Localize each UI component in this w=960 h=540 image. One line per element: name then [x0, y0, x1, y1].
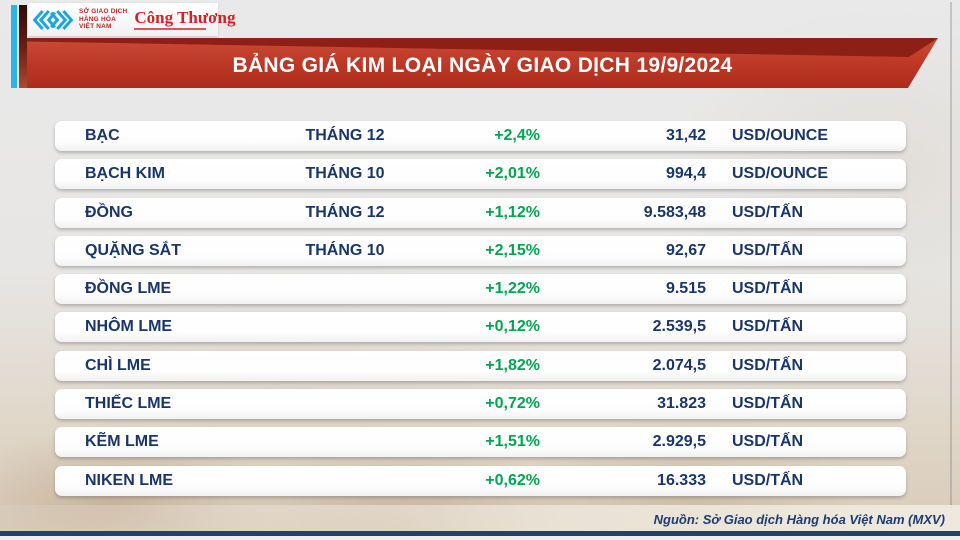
change-percent: +0,72%	[485, 395, 540, 413]
contract-month: THÁNG 10	[305, 165, 385, 183]
price-unit: USD/TẤN	[732, 356, 804, 374]
price-value: 16.333	[657, 471, 706, 489]
change-percent: +0,12%	[485, 318, 540, 336]
page-title: BẢNG GIÁ KIM LOẠI NGÀY GIAO DỊCH 19/9/20…	[232, 54, 733, 77]
change-percent: +1,82%	[485, 356, 540, 374]
metal-name: ĐỒNG	[85, 203, 133, 221]
price-value: 9.515	[665, 280, 706, 298]
table-row: KẼM LME +1,51% 2.929,5 USD/TẤN	[55, 427, 906, 458]
cyan-ribbon-stripe	[11, 5, 17, 88]
title-banner: BẢNG GIÁ KIM LOẠI NGÀY GIAO DỊCH 19/9/20…	[27, 38, 938, 88]
metal-name: THIẾC LME	[85, 395, 172, 413]
metal-name: BẠCH KIM	[85, 165, 165, 183]
price-value: 2.074,5	[652, 356, 706, 374]
logo-plate: SỞ GIAO DỊCH HÀNG HÓA VIỆT NAM Công Thươ…	[28, 3, 235, 36]
right-edge-line	[950, 2, 952, 534]
change-percent: +1,12%	[485, 203, 540, 221]
mxv-logo-line1: SỞ GIAO DỊCH	[79, 7, 128, 15]
source-attribution: Nguồn: Sở Giao dịch Hàng hóa Việt Nam (M…	[653, 512, 945, 527]
metal-name: QUẶNG SẮT	[85, 241, 181, 259]
price-unit: USD/TẤN	[732, 280, 804, 298]
change-percent: +0,62%	[485, 471, 540, 489]
price-value: 2.539,5	[652, 318, 706, 336]
price-unit: USD/TẤN	[732, 471, 804, 489]
maroon-ribbon-stripe	[19, 5, 27, 88]
metal-name: CHÌ LME	[85, 356, 151, 374]
contract-month: THÁNG 12	[305, 127, 385, 144]
change-percent: +2,01%	[485, 165, 540, 183]
mxv-logo-text: SỞ GIAO DỊCH HÀNG HÓA VIỆT NAM	[79, 8, 127, 31]
metal-name: NHÔM LME	[85, 318, 173, 336]
congthuong-logo-text: Công Thương	[134, 8, 236, 27]
mxv-logo-line3: VIỆT NAM	[79, 23, 112, 31]
table-row: NHÔM LME +0,12% 2.539,5 USD/TẤN	[55, 312, 906, 343]
table-row: BẠC THÁNG 12 +2,4% 31,42 USD/OUNCE	[55, 121, 906, 151]
price-table: BẠC THÁNG 12 +2,4% 31,42 USD/OUNCE BẠCH …	[55, 121, 906, 504]
change-percent: +2,4%	[494, 127, 540, 144]
price-unit: USD/OUNCE	[732, 127, 829, 144]
metal-name: NIKEN LME	[85, 471, 173, 489]
contract-month: THÁNG 10	[305, 241, 385, 259]
table-row: ĐỒNG LME +1,22% 9.515 USD/TẤN	[55, 274, 906, 305]
price-unit: USD/TẤN	[732, 395, 804, 413]
price-value: 2.929,5	[652, 433, 706, 451]
metal-name: KẼM LME	[85, 433, 159, 451]
congthuong-logo: Công Thương	[134, 9, 235, 30]
bottom-margin	[0, 536, 960, 540]
price-unit: USD/TẤN	[732, 203, 804, 221]
price-value: 994,4	[665, 165, 706, 183]
price-value: 92,67	[665, 241, 706, 259]
table-row: NIKEN LME +0,62% 16.333 USD/TẤN	[55, 465, 906, 496]
bottom-navy-bar	[0, 531, 960, 536]
footer-strip	[0, 505, 960, 531]
metal-name: ĐỒNG LME	[85, 280, 172, 298]
table-row: QUẶNG SẮT THÁNG 10 +2,15% 92,67 USD/TẤN	[55, 235, 906, 266]
price-value: 31,42	[665, 127, 706, 144]
price-value: 31.823	[657, 395, 706, 413]
change-percent: +1,51%	[485, 433, 540, 451]
mxv-logo-line2: HÀNG HÓA	[79, 15, 116, 23]
mxv-logo-icon	[32, 9, 74, 30]
metal-name: BẠC	[85, 127, 120, 144]
table-row: CHÌ LME +1,82% 2.074,5 USD/TẤN	[55, 350, 906, 381]
table-row: ĐỒNG THÁNG 12 +1,12% 9.583,48 USD/TẤN	[55, 197, 906, 228]
contract-month: THÁNG 12	[305, 203, 385, 221]
change-percent: +2,15%	[485, 241, 540, 259]
price-unit: USD/TẤN	[732, 433, 804, 451]
congthuong-tagline-rule	[134, 28, 207, 30]
price-unit: USD/TẤN	[732, 241, 804, 259]
table-row: THIẾC LME +0,72% 31.823 USD/TẤN	[55, 389, 906, 420]
price-unit: USD/TẤN	[732, 318, 804, 336]
price-value: 9.583,48	[643, 203, 706, 221]
change-percent: +1,22%	[485, 280, 540, 298]
table-row: BẠCH KIM THÁNG 10 +2,01% 994,4 USD/OUNCE	[55, 159, 906, 190]
price-unit: USD/OUNCE	[732, 165, 829, 183]
